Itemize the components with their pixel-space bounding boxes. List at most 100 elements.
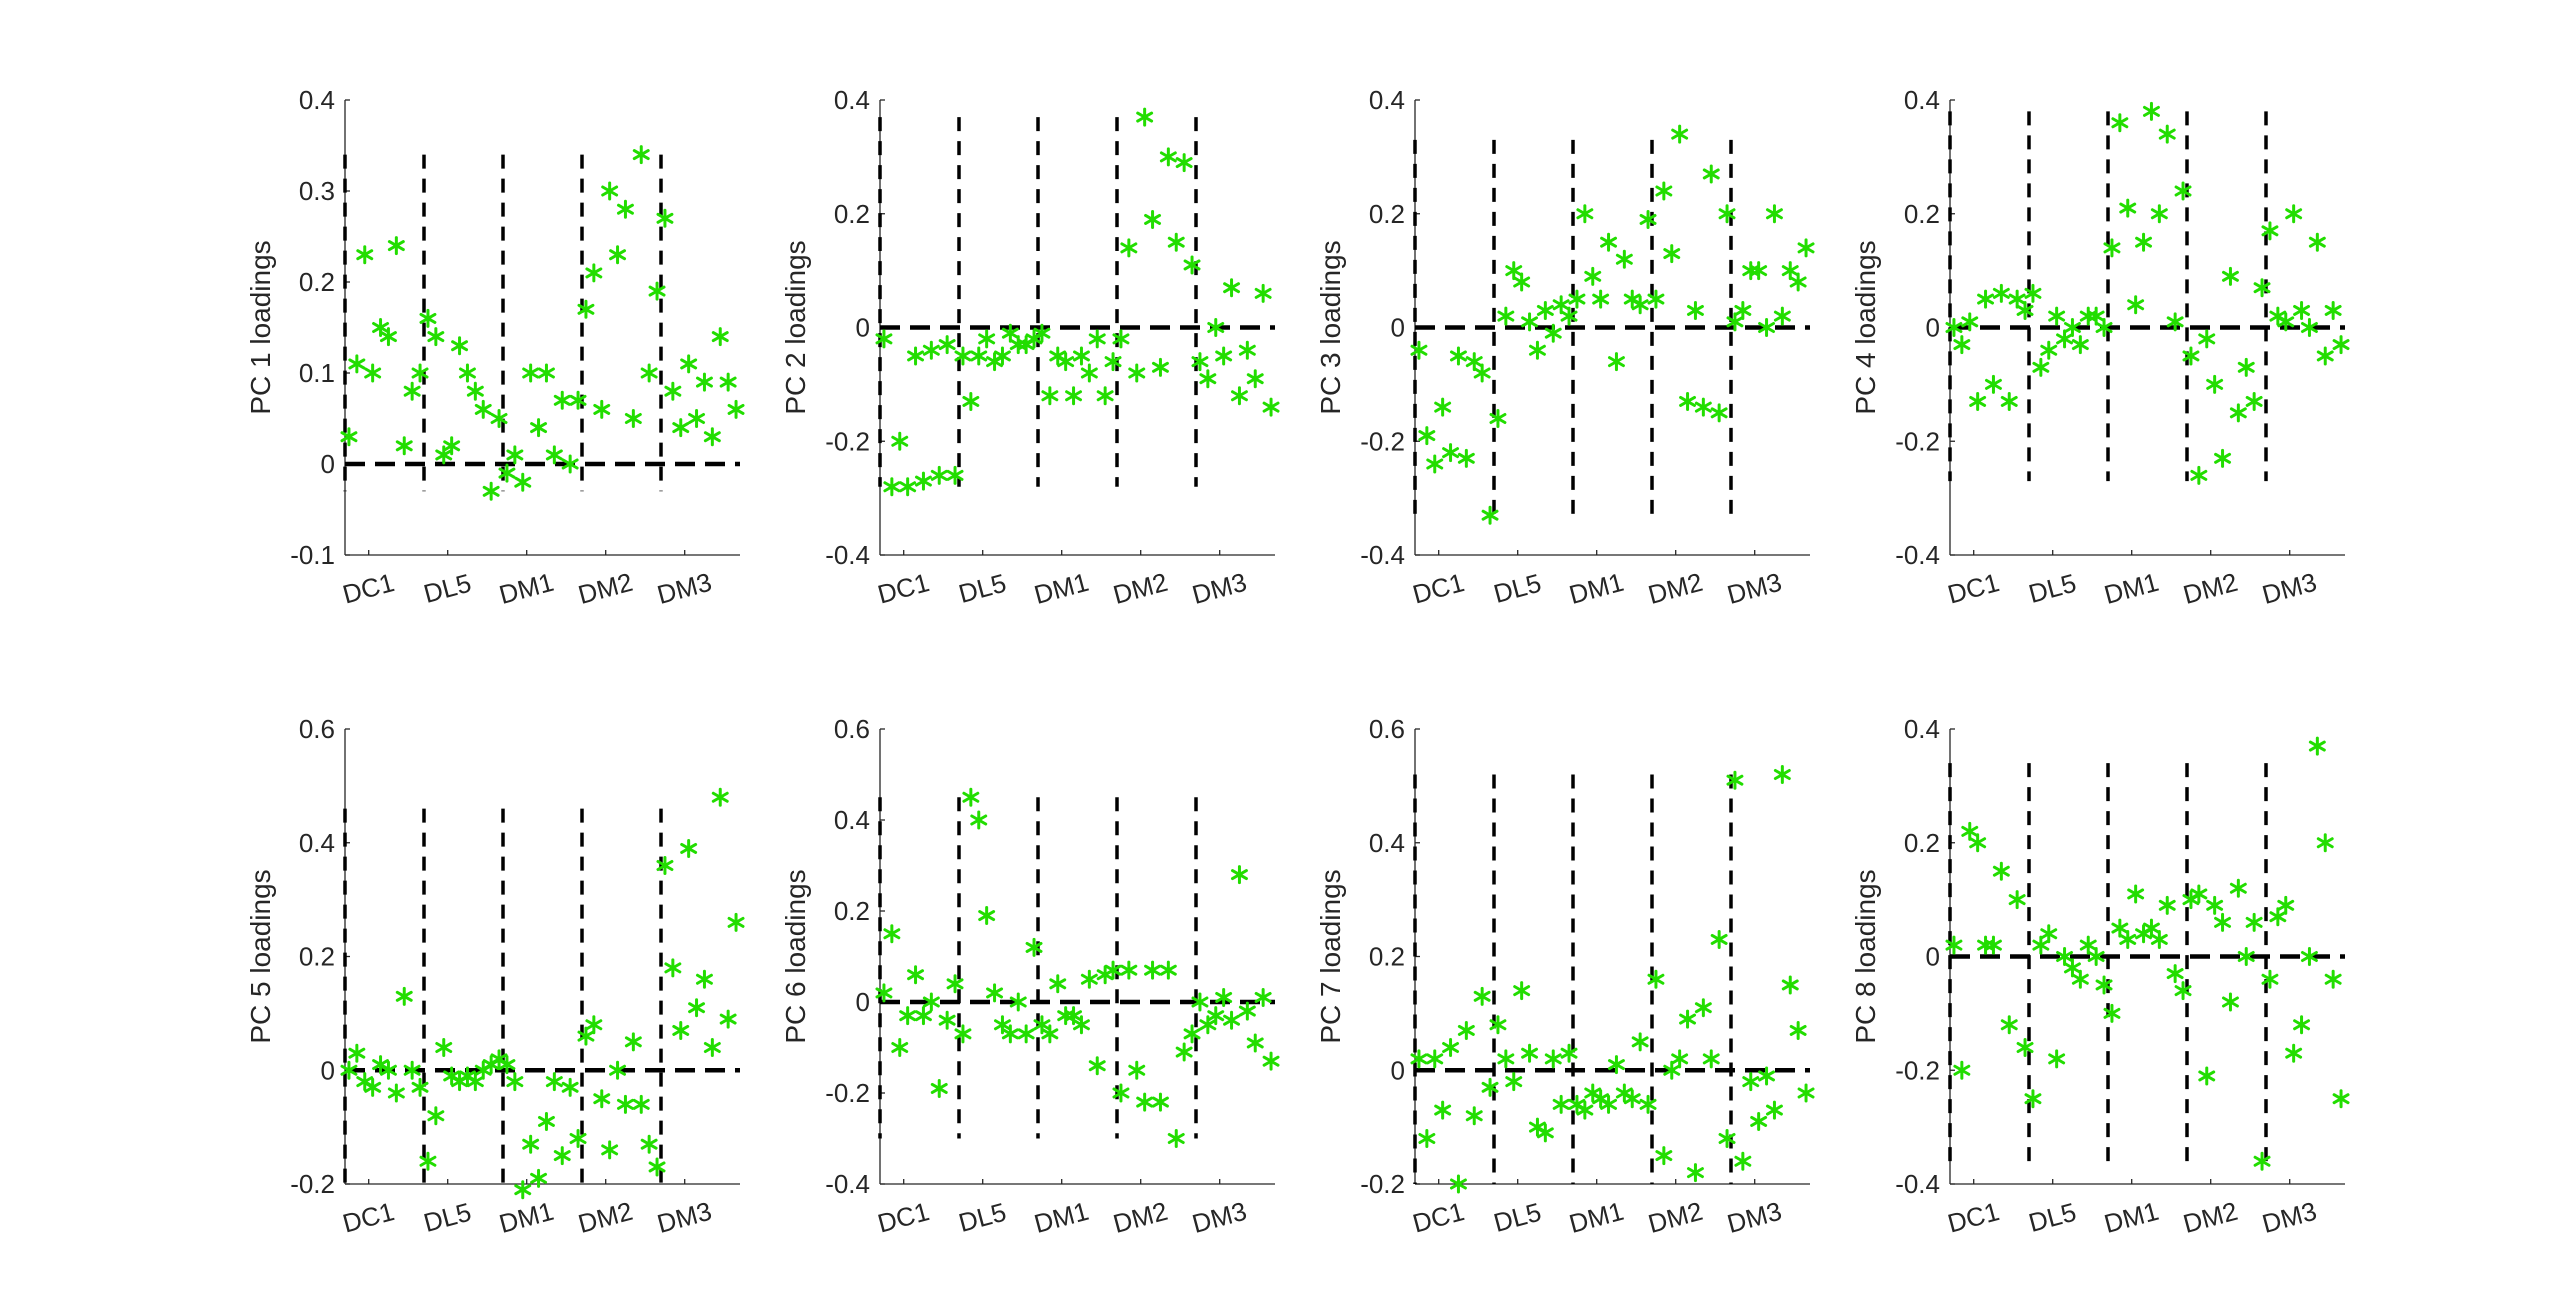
marker-stroke [1544, 327, 1562, 339]
x-tick-label: DM2 [1110, 1196, 1171, 1239]
data-point [2024, 283, 2042, 303]
y-axis-label: PC 7 loadings [1315, 869, 1346, 1043]
y-tick-label: -0.2 [1360, 426, 1405, 456]
marker-stroke [1984, 378, 2002, 390]
marker-stroke [1175, 157, 1193, 169]
data-point [364, 363, 382, 383]
data-point [914, 471, 932, 491]
data-point [2095, 318, 2113, 337]
data-point [553, 390, 571, 410]
data-point [1694, 998, 1712, 1018]
data-point [1671, 124, 1689, 144]
data-point [624, 1032, 642, 1052]
data-point [688, 409, 706, 428]
marker-stroke [1191, 356, 1209, 368]
data-point [1167, 1129, 1185, 1148]
marker-stroke [1718, 1133, 1736, 1144]
data-point [530, 1168, 548, 1188]
data-point [1223, 1010, 1241, 1030]
marker-stroke [1600, 236, 1618, 248]
marker-stroke [1765, 1104, 1783, 1116]
data-point [703, 427, 721, 447]
data-point [348, 354, 366, 374]
marker-stroke [537, 367, 555, 379]
data-point [2269, 907, 2287, 927]
data-point [1655, 181, 1673, 201]
marker-stroke [419, 1155, 437, 1167]
marker-stroke [2324, 973, 2342, 985]
data-point [1750, 1111, 1768, 1131]
x-tick-label: DM2 [1110, 567, 1171, 610]
data-point [2095, 975, 2113, 995]
marker-stroke [348, 1047, 366, 1059]
marker-stroke [624, 413, 642, 424]
data-point [1072, 346, 1090, 366]
data-point [1159, 147, 1177, 167]
marker-stroke [1230, 869, 1248, 881]
x-tick-label: DM2 [1645, 567, 1706, 610]
x-tick-label: DC1 [874, 567, 932, 609]
marker-stroke [1442, 1042, 1460, 1053]
data-point [1663, 244, 1681, 264]
marker-stroke [1710, 407, 1728, 419]
marker-stroke [1418, 430, 1436, 442]
x-tick-label: DM1 [1031, 1196, 1092, 1239]
marker-stroke [1631, 299, 1649, 311]
data-point [1992, 861, 2010, 881]
data-point [2032, 935, 2050, 955]
data-point [1607, 1055, 1625, 1075]
marker-stroke [1750, 265, 1768, 277]
marker-stroke [986, 987, 1004, 999]
data-point [1057, 352, 1075, 372]
data-point [2214, 448, 2232, 468]
marker-stroke [930, 469, 948, 481]
data-point [435, 1038, 453, 1057]
data-point [1789, 1020, 1807, 1040]
x-tick-label: DM2 [2180, 567, 2241, 610]
data-point [2158, 124, 2176, 144]
marker-stroke [2127, 299, 2145, 311]
data-point [962, 787, 980, 807]
data-point [1262, 1051, 1280, 1071]
marker-stroke [993, 350, 1011, 362]
marker-stroke [2032, 939, 2050, 951]
marker-stroke [1159, 964, 1177, 976]
marker-stroke [2206, 378, 2224, 390]
marker-stroke [1104, 356, 1122, 368]
data-point [1033, 323, 1051, 343]
data-point [1536, 300, 1554, 320]
data-point [379, 1060, 397, 1080]
marker-stroke [1781, 979, 1799, 991]
marker-stroke [2040, 928, 2058, 940]
x-tick-label: DM2 [575, 567, 636, 610]
data-point [1576, 1100, 1594, 1120]
marker-stroke [2277, 316, 2295, 328]
marker-stroke [2000, 395, 2018, 407]
marker-stroke [899, 1010, 917, 1022]
marker-stroke [1671, 1053, 1689, 1065]
marker-stroke [1434, 401, 1452, 413]
marker-stroke [1410, 344, 1428, 356]
y-axis-label: PC 5 loadings [245, 869, 276, 1043]
x-tick-label: DM2 [2180, 1196, 2241, 1239]
data-point [2300, 318, 2318, 337]
data-point [656, 208, 674, 228]
data-point [403, 381, 421, 401]
data-point [1104, 960, 1122, 980]
data-point [506, 1072, 524, 1092]
y-tick-label: -0.2 [1895, 1055, 1940, 1085]
data-point [2048, 306, 2066, 326]
data-point [2261, 221, 2279, 241]
data-point [2079, 935, 2097, 955]
marker-stroke [1207, 322, 1225, 333]
data-point [664, 381, 682, 401]
marker-stroke [482, 485, 500, 497]
marker-stroke [348, 358, 366, 370]
marker-stroke [1457, 452, 1475, 464]
marker-stroke [2087, 951, 2105, 962]
marker-stroke [1418, 1133, 1436, 1144]
data-point [1207, 318, 1225, 337]
data-point [2277, 895, 2295, 915]
marker-stroke [2237, 361, 2255, 373]
